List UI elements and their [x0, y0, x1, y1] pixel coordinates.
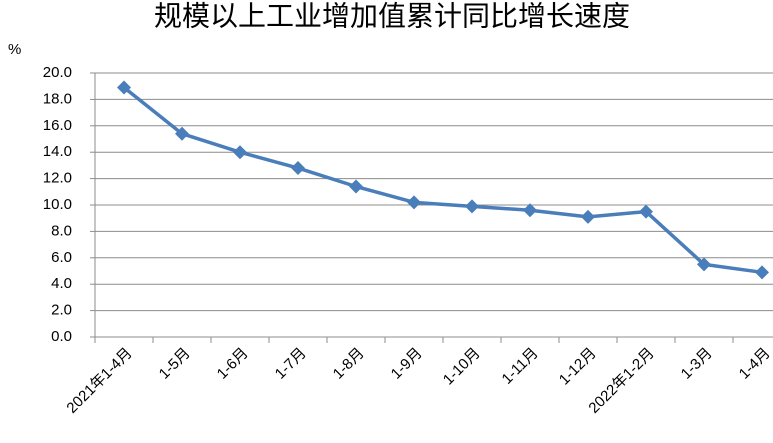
y-tick-label: 2.0 — [51, 302, 72, 319]
marker — [291, 161, 305, 176]
marker — [117, 80, 131, 95]
y-tick-label: 0.0 — [51, 328, 72, 345]
x-tick-label: 1-4月 — [736, 345, 773, 383]
y-axis-unit: % — [8, 41, 21, 58]
x-tick-label: 1-5月 — [156, 345, 194, 383]
y-tick-label: 6.0 — [51, 249, 72, 266]
marker — [407, 195, 421, 210]
chart-title: 规模以上工业增加值累计同比增长速度 — [154, 0, 630, 31]
y-tick-label: 8.0 — [51, 222, 72, 239]
x-tick-label: 1-6月 — [214, 345, 252, 383]
y-tick-label: 10.0 — [43, 196, 72, 213]
marker — [581, 209, 595, 224]
marker — [639, 204, 653, 219]
x-tick-label: 1-12月 — [556, 345, 600, 389]
marker — [233, 145, 247, 160]
x-tick-label: 1-11月 — [499, 345, 542, 388]
y-tick-label: 14.0 — [43, 143, 72, 160]
y-tick-label: 20.0 — [43, 64, 72, 81]
x-tick-label: 2021年1-4月 — [63, 345, 135, 417]
marker — [755, 265, 769, 280]
y-tick-label: 12.0 — [43, 170, 72, 187]
line — [122, 86, 763, 275]
y-tick-label: 16.0 — [43, 117, 72, 134]
marker — [175, 126, 189, 141]
x-tick-label: 1-7月 — [272, 345, 310, 383]
x-tick-label: 1-9月 — [388, 345, 426, 383]
marker — [523, 203, 537, 218]
x-tick-label: 1-10月 — [440, 345, 484, 389]
x-tick-label: 1-8月 — [330, 345, 368, 383]
marker — [349, 179, 363, 194]
marker — [465, 199, 479, 214]
marker — [697, 257, 711, 272]
y-tick-label: 18.0 — [43, 90, 72, 107]
y-tick-label: 4.0 — [51, 275, 72, 292]
x-tick-label: 1-3月 — [678, 345, 716, 383]
